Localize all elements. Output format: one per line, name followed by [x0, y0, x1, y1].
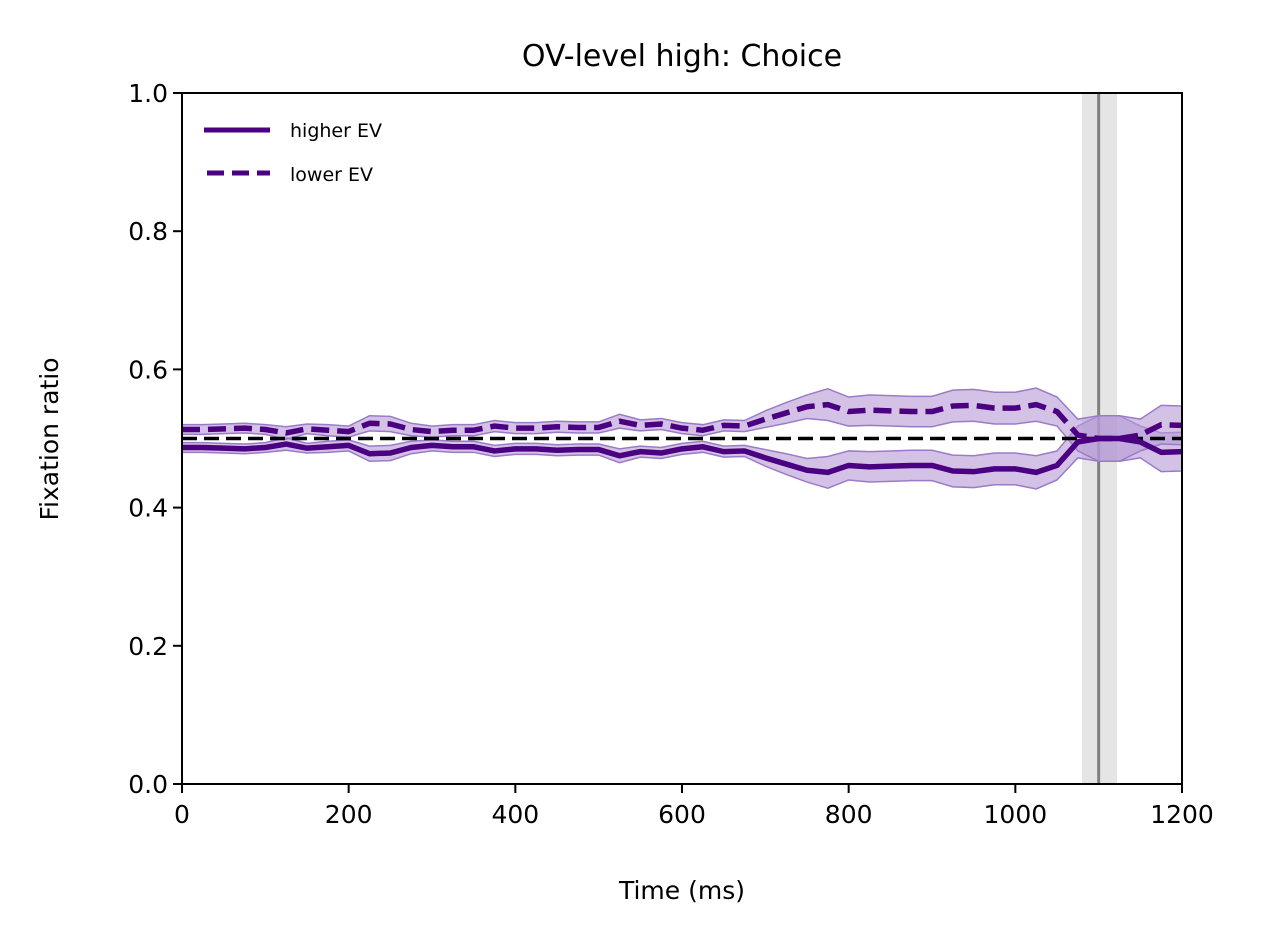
x-tick-label: 600 [658, 800, 706, 829]
y-axis-ticks: 0.0 0.2 0.4 0.6 0.8 1.0 [128, 79, 182, 799]
x-tick-label: 1000 [984, 800, 1048, 829]
legend: higher EV lower EV [204, 120, 382, 186]
legend-label-higher-ev: higher EV [290, 120, 382, 142]
legend-label-lower-ev: lower EV [290, 164, 373, 186]
x-axis-label: Time (ms) [618, 876, 745, 905]
chart-title: OV-level high: Choice [522, 39, 842, 74]
x-axis-ticks: 0 200 400 600 800 1000 1200 [174, 784, 1214, 829]
x-tick-label: 400 [491, 800, 539, 829]
x-tick-label: 200 [325, 800, 373, 829]
x-tick-label: 1200 [1150, 800, 1214, 829]
x-tick-label: 0 [174, 800, 190, 829]
y-tick-label: 0.6 [128, 355, 168, 384]
confidence-band-1 [182, 387, 1182, 463]
y-axis-label: Fixation ratio [35, 357, 64, 520]
y-tick-label: 1.0 [128, 79, 168, 108]
series-line-1 [182, 401, 1182, 442]
confidence-bands [182, 387, 1182, 490]
y-tick-label: 0.2 [128, 632, 168, 661]
series-lines [182, 401, 1182, 476]
x-tick-label: 800 [825, 800, 873, 829]
confidence-band-0 [182, 414, 1182, 490]
y-tick-label: 0.4 [128, 494, 168, 523]
y-tick-label: 0.8 [128, 217, 168, 246]
y-tick-label: 0.0 [128, 770, 168, 799]
series-line-0 [182, 435, 1182, 476]
